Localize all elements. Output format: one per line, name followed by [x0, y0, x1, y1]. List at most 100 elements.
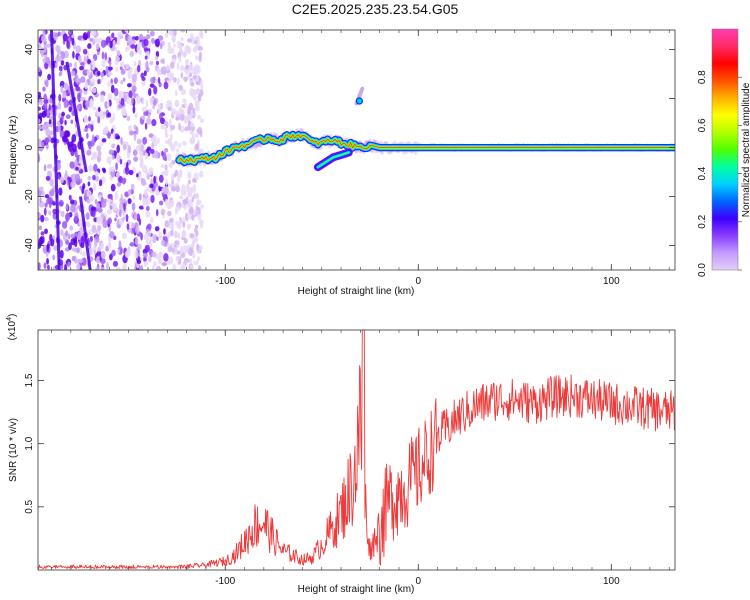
noise-blob — [143, 38, 149, 47]
noise-blob — [176, 62, 180, 71]
noise-blob — [124, 166, 128, 173]
noise-blob — [105, 65, 109, 75]
noise-blob — [194, 133, 199, 138]
noise-blob — [134, 250, 139, 259]
noise-blob — [99, 216, 103, 225]
noise-blob — [122, 144, 127, 151]
noise-blob — [116, 144, 120, 154]
noise-blob — [65, 114, 71, 120]
noise-blob — [155, 55, 158, 61]
noise-blob — [98, 194, 102, 200]
noise-blob — [147, 223, 152, 230]
noise-blob — [109, 205, 113, 210]
noise-blob — [184, 257, 188, 263]
noise-blob — [58, 71, 62, 77]
noise-blob — [169, 61, 175, 69]
noise-blob — [174, 240, 180, 245]
noise-blob — [107, 217, 113, 225]
noise-blob — [73, 215, 79, 224]
noise-blob — [185, 196, 189, 205]
noise-blob — [152, 261, 157, 267]
noise-blob — [196, 243, 200, 251]
noise-blob — [117, 31, 123, 37]
noise-blob — [65, 230, 69, 237]
noise-blob — [190, 81, 195, 87]
noise-blob — [38, 225, 43, 231]
noise-blob — [58, 93, 62, 102]
noise-blob — [130, 39, 136, 45]
noise-blob — [149, 97, 155, 104]
noise-blob — [156, 236, 159, 241]
noise-blob — [168, 183, 173, 188]
noise-blob — [166, 153, 172, 161]
noise-blob — [145, 201, 149, 206]
noise-blob — [89, 97, 94, 106]
noise-blob — [153, 139, 159, 147]
noise-blob — [87, 181, 91, 187]
noise-blob — [58, 199, 64, 207]
noise-blob — [59, 249, 64, 259]
noise-blob — [98, 206, 103, 214]
noise-blob — [90, 30, 97, 37]
noise-blob — [58, 65, 63, 72]
noise-blob — [151, 37, 155, 44]
noise-blob — [175, 185, 181, 193]
noise-blob — [181, 141, 187, 146]
noise-blob — [110, 165, 115, 172]
noise-blob — [47, 73, 52, 81]
noise-blob — [101, 51, 105, 60]
noise-blob — [193, 186, 196, 194]
noise-blob — [68, 242, 72, 251]
noise-blob — [168, 218, 174, 223]
noise-blob — [44, 202, 48, 208]
noise-blob — [190, 122, 195, 128]
noise-blob — [182, 230, 186, 238]
noise-blob — [95, 43, 100, 50]
noise-blob — [49, 178, 54, 187]
spectrogram-frame — [37, 29, 676, 271]
noise-blob — [86, 132, 89, 139]
noise-blob — [128, 169, 134, 176]
spectrogram-y-tick-label: -40 — [24, 238, 35, 253]
noise-blob — [108, 60, 112, 67]
noise-blob — [184, 212, 189, 222]
noise-blob — [172, 264, 176, 270]
noise-blob — [118, 240, 122, 249]
noise-blob — [82, 251, 86, 257]
noise-blob — [190, 36, 196, 45]
noise-blob — [116, 153, 120, 162]
noise-blob — [126, 83, 132, 88]
noise-blob — [148, 88, 152, 97]
noise-blob — [185, 64, 189, 70]
noise-blob — [173, 140, 178, 147]
noise-blob — [102, 111, 106, 116]
noise-blob — [143, 111, 148, 116]
noise-blob — [174, 89, 178, 97]
noise-streak — [65, 61, 88, 173]
noise-blob — [173, 43, 176, 48]
noise-blob — [95, 256, 101, 264]
noise-blob — [175, 220, 180, 226]
noise-blob — [114, 55, 121, 62]
noise-blob — [89, 37, 93, 42]
noise-blob — [105, 261, 110, 270]
noise-blob — [175, 206, 179, 212]
noise-blob — [115, 162, 118, 171]
spectrogram-x-tick-label: 100 — [603, 276, 620, 287]
noise-blob — [157, 107, 162, 116]
noise-blob — [79, 96, 86, 102]
noise-blob — [164, 198, 168, 206]
noise-blob — [116, 171, 120, 178]
noise-blob — [164, 164, 168, 170]
noise-blob — [121, 264, 126, 270]
noise-blob — [115, 66, 119, 73]
noise-blob — [38, 106, 42, 111]
noise-blob — [94, 198, 98, 205]
noise-blob — [79, 226, 84, 234]
noise-blob — [52, 254, 55, 261]
noise-blob — [191, 196, 194, 203]
noise-blob — [197, 93, 202, 102]
noise-blob — [100, 114, 106, 120]
noise-blob — [167, 242, 171, 248]
noise-blob — [46, 257, 50, 265]
